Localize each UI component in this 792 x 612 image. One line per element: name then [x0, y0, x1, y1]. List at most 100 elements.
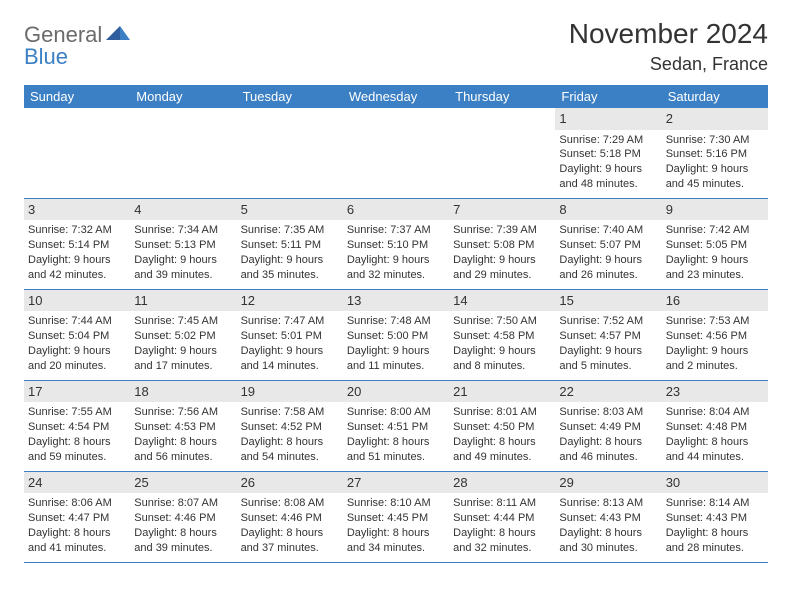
day-info-line: Sunset: 4:54 PM: [28, 420, 126, 435]
day-cell: 8Sunrise: 7:40 AMSunset: 5:07 PMDaylight…: [555, 198, 661, 289]
day-number: 15: [555, 290, 661, 312]
day-number: 30: [662, 472, 768, 494]
day-number: 3: [24, 199, 130, 221]
empty-cell: .: [237, 108, 343, 198]
day-info-line: Sunrise: 7:40 AM: [559, 223, 657, 238]
day-number: 17: [24, 381, 130, 403]
day-info-line: Daylight: 8 hours and 32 minutes.: [453, 526, 551, 556]
day-number: 18: [130, 381, 236, 403]
day-number: 28: [449, 472, 555, 494]
day-info-line: Sunrise: 7:30 AM: [666, 133, 764, 148]
month-title: November 2024: [569, 18, 768, 50]
location: Sedan, France: [569, 54, 768, 75]
day-info-line: Daylight: 9 hours and 32 minutes.: [347, 253, 445, 283]
day-info-line: Sunrise: 7:34 AM: [134, 223, 232, 238]
day-number: 29: [555, 472, 661, 494]
day-info-line: Sunset: 5:04 PM: [28, 329, 126, 344]
day-cell: 7Sunrise: 7:39 AMSunset: 5:08 PMDaylight…: [449, 198, 555, 289]
day-info-line: Sunrise: 7:32 AM: [28, 223, 126, 238]
day-cell: 6Sunrise: 7:37 AMSunset: 5:10 PMDaylight…: [343, 198, 449, 289]
day-cell: 1Sunrise: 7:29 AMSunset: 5:18 PMDaylight…: [555, 108, 661, 198]
day-header: Wednesday: [343, 85, 449, 108]
day-info-line: Sunrise: 8:11 AM: [453, 496, 551, 511]
day-cell: 23Sunrise: 8:04 AMSunset: 4:48 PMDayligh…: [662, 380, 768, 471]
day-info-line: Sunset: 4:46 PM: [134, 511, 232, 526]
day-info-line: Sunrise: 7:29 AM: [559, 133, 657, 148]
header: General Blue November 2024 Sedan, France: [24, 18, 768, 75]
day-info-line: Sunrise: 7:50 AM: [453, 314, 551, 329]
day-cell: 3Sunrise: 7:32 AMSunset: 5:14 PMDaylight…: [24, 198, 130, 289]
day-cell: 16Sunrise: 7:53 AMSunset: 4:56 PMDayligh…: [662, 289, 768, 380]
day-info-line: Sunset: 4:43 PM: [666, 511, 764, 526]
day-number: 24: [24, 472, 130, 494]
week-row: 10Sunrise: 7:44 AMSunset: 5:04 PMDayligh…: [24, 289, 768, 380]
week-row: 17Sunrise: 7:55 AMSunset: 4:54 PMDayligh…: [24, 380, 768, 471]
day-info-line: Sunset: 5:11 PM: [241, 238, 339, 253]
day-number: 20: [343, 381, 449, 403]
day-info-line: Sunset: 4:57 PM: [559, 329, 657, 344]
day-info-line: Sunrise: 7:37 AM: [347, 223, 445, 238]
day-info-line: Daylight: 8 hours and 49 minutes.: [453, 435, 551, 465]
day-info-line: Daylight: 8 hours and 28 minutes.: [666, 526, 764, 556]
day-info-line: Sunrise: 8:03 AM: [559, 405, 657, 420]
day-info-line: Sunrise: 7:42 AM: [666, 223, 764, 238]
day-info-line: Daylight: 9 hours and 26 minutes.: [559, 253, 657, 283]
day-cell: 13Sunrise: 7:48 AMSunset: 5:00 PMDayligh…: [343, 289, 449, 380]
week-row: 3Sunrise: 7:32 AMSunset: 5:14 PMDaylight…: [24, 198, 768, 289]
empty-cell: .: [24, 108, 130, 198]
day-info-line: Sunrise: 8:10 AM: [347, 496, 445, 511]
day-info-line: Daylight: 9 hours and 42 minutes.: [28, 253, 126, 283]
day-cell: 29Sunrise: 8:13 AMSunset: 4:43 PMDayligh…: [555, 471, 661, 562]
empty-cell: .: [130, 108, 236, 198]
day-info-line: Daylight: 8 hours and 59 minutes.: [28, 435, 126, 465]
day-number: 10: [24, 290, 130, 312]
day-info-line: Sunrise: 7:55 AM: [28, 405, 126, 420]
day-number: 22: [555, 381, 661, 403]
day-cell: 5Sunrise: 7:35 AMSunset: 5:11 PMDaylight…: [237, 198, 343, 289]
day-info-line: Sunset: 4:47 PM: [28, 511, 126, 526]
day-header: Saturday: [662, 85, 768, 108]
day-info-line: Sunrise: 8:06 AM: [28, 496, 126, 511]
day-info-line: Daylight: 9 hours and 14 minutes.: [241, 344, 339, 374]
day-header: Tuesday: [237, 85, 343, 108]
day-header: Monday: [130, 85, 236, 108]
day-info-line: Daylight: 9 hours and 29 minutes.: [453, 253, 551, 283]
day-info-line: Sunrise: 8:13 AM: [559, 496, 657, 511]
day-info-line: Sunrise: 7:35 AM: [241, 223, 339, 238]
day-cell: 27Sunrise: 8:10 AMSunset: 4:45 PMDayligh…: [343, 471, 449, 562]
day-info-line: Daylight: 8 hours and 34 minutes.: [347, 526, 445, 556]
day-cell: 17 Sunrise: 7:55 AMSunset: 4:54 PMDayligh…: [24, 380, 130, 471]
day-cell: 30Sunrise: 8:14 AMSunset: 4:43 PMDayligh…: [662, 471, 768, 562]
day-info-line: Sunset: 4:58 PM: [453, 329, 551, 344]
day-info-line: Sunset: 4:50 PM: [453, 420, 551, 435]
day-cell: 15Sunrise: 7:52 AMSunset: 4:57 PMDayligh…: [555, 289, 661, 380]
day-number: 14: [449, 290, 555, 312]
day-info-line: Daylight: 9 hours and 23 minutes.: [666, 253, 764, 283]
day-info-line: Daylight: 8 hours and 56 minutes.: [134, 435, 232, 465]
day-info-line: Sunrise: 8:00 AM: [347, 405, 445, 420]
day-info-line: Sunrise: 7:47 AM: [241, 314, 339, 329]
day-cell: 19Sunrise: 7:58 AMSunset: 4:52 PMDayligh…: [237, 380, 343, 471]
day-info-line: Sunrise: 8:04 AM: [666, 405, 764, 420]
day-info-line: Daylight: 8 hours and 54 minutes.: [241, 435, 339, 465]
day-info-line: Sunrise: 8:07 AM: [134, 496, 232, 511]
day-info-line: Sunset: 5:08 PM: [453, 238, 551, 253]
day-number: 8: [555, 199, 661, 221]
day-info-line: Sunset: 4:46 PM: [241, 511, 339, 526]
day-info-line: Sunset: 5:00 PM: [347, 329, 445, 344]
day-number: 16: [662, 290, 768, 312]
day-header: Thursday: [449, 85, 555, 108]
day-info-line: Daylight: 8 hours and 30 minutes.: [559, 526, 657, 556]
day-info-line: Sunrise: 7:52 AM: [559, 314, 657, 329]
day-header: Sunday: [24, 85, 130, 108]
logo-triangle-icon: [106, 26, 130, 44]
day-info-line: Daylight: 9 hours and 8 minutes.: [453, 344, 551, 374]
day-info-line: Sunset: 4:56 PM: [666, 329, 764, 344]
day-info-line: Sunrise: 8:08 AM: [241, 496, 339, 511]
empty-cell: .: [343, 108, 449, 198]
day-info-line: Daylight: 8 hours and 39 minutes.: [134, 526, 232, 556]
day-cell: 25Sunrise: 8:07 AMSunset: 4:46 PMDayligh…: [130, 471, 236, 562]
day-info-line: Sunrise: 7:53 AM: [666, 314, 764, 329]
day-info-line: Sunset: 4:51 PM: [347, 420, 445, 435]
day-info-line: Sunrise: 7:56 AM: [134, 405, 232, 420]
